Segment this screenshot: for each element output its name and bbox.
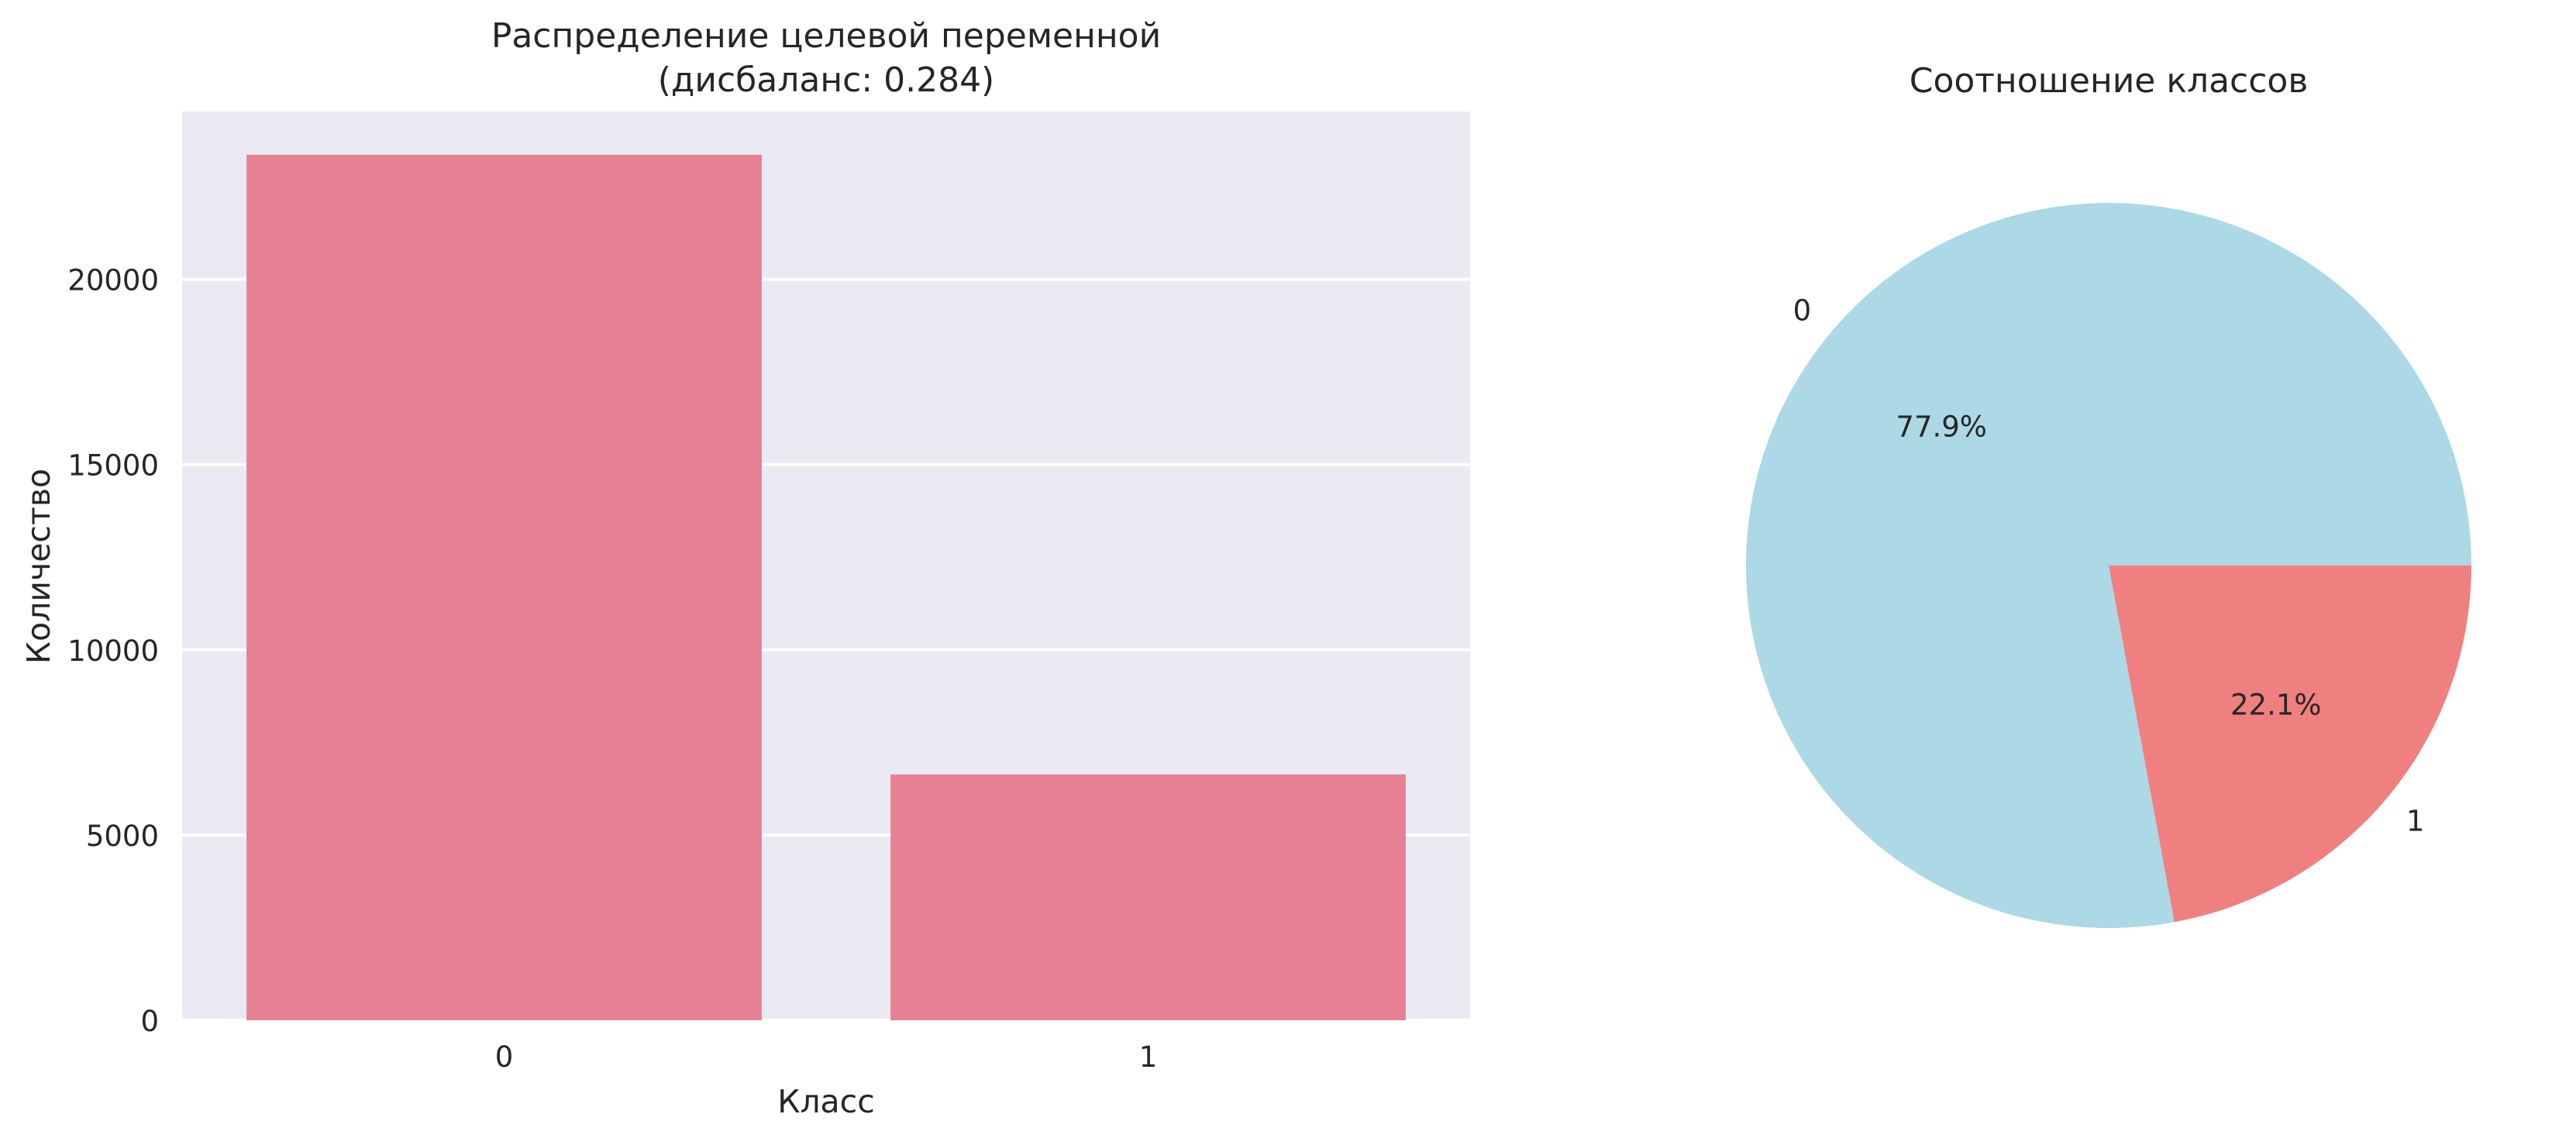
pie-chart-title: Соотношение классов (1910, 61, 2309, 101)
bar-y-tick-label: 0 (140, 1005, 159, 1038)
pie-label: 0 (1793, 294, 1812, 328)
pie-percent-label: 22.1% (2230, 689, 2322, 722)
bar-1 (890, 774, 1406, 1020)
bar-y-axis-label: Количество (20, 469, 57, 664)
bar-chart-title-line-2: (дисбаланс: 0.284) (658, 60, 994, 100)
bar-y-tick-labels: 0 5000 10000 15000 20000 (67, 264, 159, 1038)
bar-y-tick-label: 20000 (67, 264, 159, 297)
bar-chart-title-line-1: Распределение целевой переменной (491, 16, 1161, 56)
bar-y-tick-label: 15000 (67, 449, 159, 483)
pie-label: 1 (2406, 804, 2425, 837)
pie-slices (1746, 203, 2471, 928)
bar-0 (246, 154, 762, 1020)
bar-y-tick-label: 5000 (86, 820, 159, 853)
bar-y-tick-label: 10000 (67, 634, 159, 668)
pie-chart: Соотношение классов 0 77.9% 1 22.1% (1746, 61, 2471, 928)
pie-percent-label: 77.9% (1896, 410, 1987, 443)
bar-marks (246, 154, 1406, 1020)
bar-x-tick-label: 1 (1139, 1040, 1158, 1074)
bar-x-axis-label: Класс (777, 1083, 875, 1120)
bar-x-tick-label: 0 (495, 1040, 514, 1074)
pie-slice-1 (2109, 566, 2471, 923)
pie-labels: 0 77.9% 1 22.1% (1793, 294, 2425, 838)
